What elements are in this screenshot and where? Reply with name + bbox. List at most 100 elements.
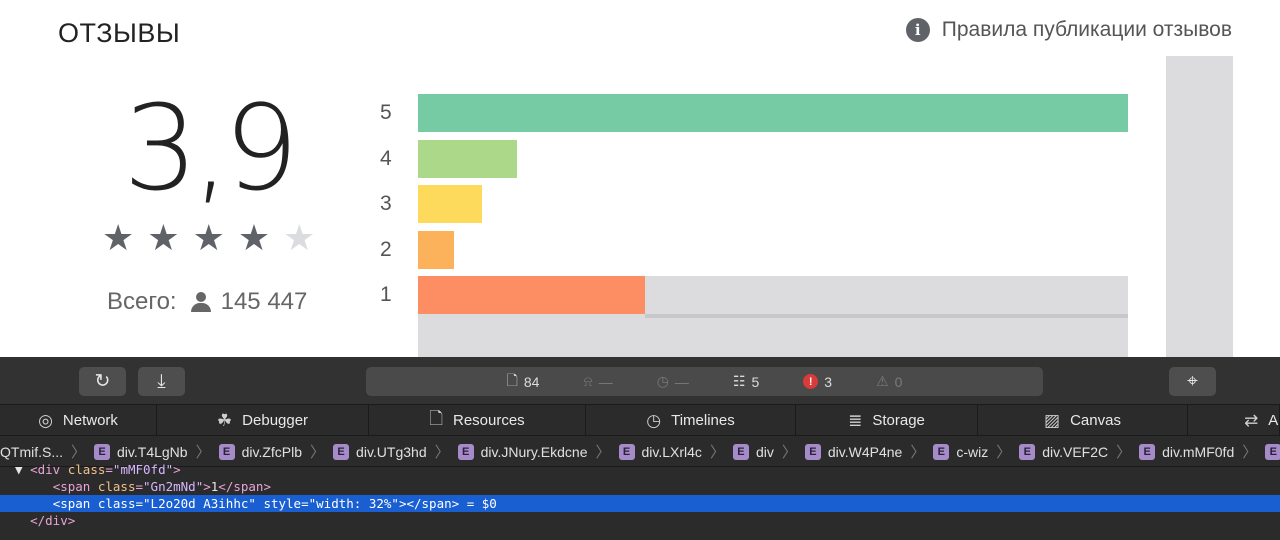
- rating-bar-track: [418, 230, 1128, 269]
- rating-bar-2: [418, 230, 454, 269]
- logs-count: 5: [751, 373, 760, 390]
- tab-label: Resources: [452, 412, 525, 429]
- dom-console-ref: = $0: [459, 496, 497, 511]
- inspector-highlight: [418, 313, 1128, 357]
- breadcrumb-label: div.ZfcPlb: [241, 443, 303, 460]
- tab-resources[interactable]: 🗋 Resources: [369, 405, 586, 436]
- dom-node-span-label[interactable]: <span class="Gn2mNd">1</span>: [52, 479, 271, 494]
- rating-row-label: 3: [380, 192, 392, 215]
- breadcrumb-separator: 〉: [910, 444, 926, 461]
- reviews-section: ОТЗЫВЫ i Правила публикации отзывов 3,9 …: [58, 18, 1233, 357]
- rating-stars: ★ ★ ★ ★ ★: [102, 221, 315, 257]
- dom-node-close[interactable]: </div>: [0, 512, 1280, 529]
- network-icon: ◎: [38, 410, 53, 431]
- issues-stat[interactable]: ⚠ 0: [876, 373, 902, 390]
- tab-label: Network: [62, 412, 118, 429]
- breadcrumb-separator: 〉: [781, 444, 797, 461]
- star-filled-icon: ★: [192, 218, 225, 259]
- star-empty-icon: ★: [283, 218, 316, 259]
- reload-button[interactable]: ↻: [79, 367, 126, 396]
- breadcrumb-label: div.mMF0fd: [1162, 443, 1235, 460]
- dom-tree: ▼ <div class="mMF0fd"> <span class="Gn2m…: [0, 462, 1280, 540]
- breadcrumb-label: div: [755, 443, 774, 460]
- star-filled-icon: ★: [147, 218, 180, 259]
- dom-node-span-selected[interactable]: <span class="L2o20d A3ihhc" style="width…: [0, 495, 1280, 512]
- rating-bar-1: [418, 276, 645, 314]
- errors-stat[interactable]: ! 3: [803, 374, 832, 390]
- error-icon: !: [803, 374, 819, 389]
- breadcrumb-separator: 〉: [1242, 444, 1258, 461]
- dom-node-div[interactable]: ▼ <div class="mMF0fd">: [0, 462, 181, 477]
- activity-status[interactable]: 🗋 84 ⍾ — ◷ — ☷ 5 ! 3 ⚠ 0: [366, 367, 1043, 396]
- publication-rules-link[interactable]: i Правила публикации отзывов: [905, 18, 1232, 42]
- dom-close-tag: </div>: [30, 513, 76, 528]
- image-icon: ▨: [1044, 410, 1061, 431]
- tab-a[interactable]: ⇄ A: [1188, 405, 1280, 436]
- element-badge-icon: E: [618, 443, 635, 460]
- tab-label: Timelines: [671, 412, 735, 429]
- document-icon: 🗋: [506, 371, 518, 388]
- crosshair-icon: ⌖: [1187, 370, 1198, 392]
- dom-class-value: L2o20d A3ihhc: [150, 496, 249, 511]
- load-time-stat[interactable]: ◷ —: [657, 373, 689, 390]
- tab-timelines[interactable]: ◷ Timelines: [586, 405, 796, 436]
- breadcrumb-item[interactable]: Espan.L: [1265, 443, 1280, 460]
- rating-row-4: 4: [380, 139, 1140, 178]
- rating-row-label: 5: [380, 101, 392, 124]
- errors-count: 3: [824, 373, 833, 390]
- breadcrumb-label: div.VEF2C: [1042, 443, 1109, 460]
- file-icon: 🗋: [429, 409, 443, 429]
- tab-label: Canvas: [1070, 412, 1121, 429]
- rating-bar-4: [418, 139, 517, 178]
- database-icon: ≣: [848, 410, 863, 431]
- breadcrumb-separator: 〉: [310, 444, 326, 461]
- tab-canvas[interactable]: ▨ Canvas: [978, 405, 1188, 436]
- rating-bar-track: [418, 185, 1128, 223]
- load-time-value: —: [674, 373, 689, 390]
- tab-storage[interactable]: ≣ Storage: [796, 405, 978, 436]
- element-badge-icon: E: [218, 443, 235, 460]
- issues-count: 0: [894, 373, 903, 390]
- warnings-value: —: [598, 373, 613, 390]
- dom-class-value: Gn2mNd: [150, 479, 196, 494]
- warnings-stat[interactable]: ⍾ —: [583, 373, 612, 390]
- rating-row-5: 5: [380, 94, 1140, 132]
- download-button[interactable]: ⤓: [138, 367, 185, 396]
- breadcrumb-separator: 〉: [434, 444, 450, 461]
- reload-icon: ↻: [94, 371, 111, 392]
- arrows-icon: ⇄: [1244, 410, 1259, 431]
- tab-label: A: [1268, 412, 1279, 429]
- resources-count: 84: [523, 373, 540, 390]
- download-icon: ⤓: [157, 370, 166, 392]
- rating-row-2: 2: [380, 230, 1140, 269]
- tab-network[interactable]: ◎ Network: [0, 405, 157, 436]
- breadcrumb-item[interactable]: QTmif.S...: [0, 444, 63, 460]
- message-icon: ☷: [732, 373, 746, 389]
- rating-bar-3: [418, 185, 482, 223]
- logs-stat[interactable]: ☷ 5: [733, 373, 759, 390]
- breadcrumb-label: div.LXrl4c: [641, 443, 702, 460]
- info-icon: i: [905, 18, 930, 42]
- rating-bar-track: [418, 94, 1128, 132]
- dom-style-value: width: 32%: [316, 496, 392, 511]
- breadcrumb-separator: 〉: [996, 444, 1012, 461]
- element-picker-button[interactable]: ⌖: [1169, 367, 1216, 396]
- total-count: 145 447: [220, 288, 308, 315]
- breadcrumb-separator: 〉: [1116, 444, 1132, 461]
- rating-row-label: 2: [380, 237, 392, 261]
- tab-debugger[interactable]: ☘ Debugger: [157, 405, 369, 436]
- breadcrumb-label: c-wiz: [956, 443, 989, 460]
- inspector-tabs: ◎ Network ☘ Debugger 🗋 Resources ◷ Timelines ≣ St…: [0, 405, 1280, 436]
- resources-stat[interactable]: 🗋 84: [507, 370, 540, 394]
- tab-label: Storage: [872, 412, 925, 429]
